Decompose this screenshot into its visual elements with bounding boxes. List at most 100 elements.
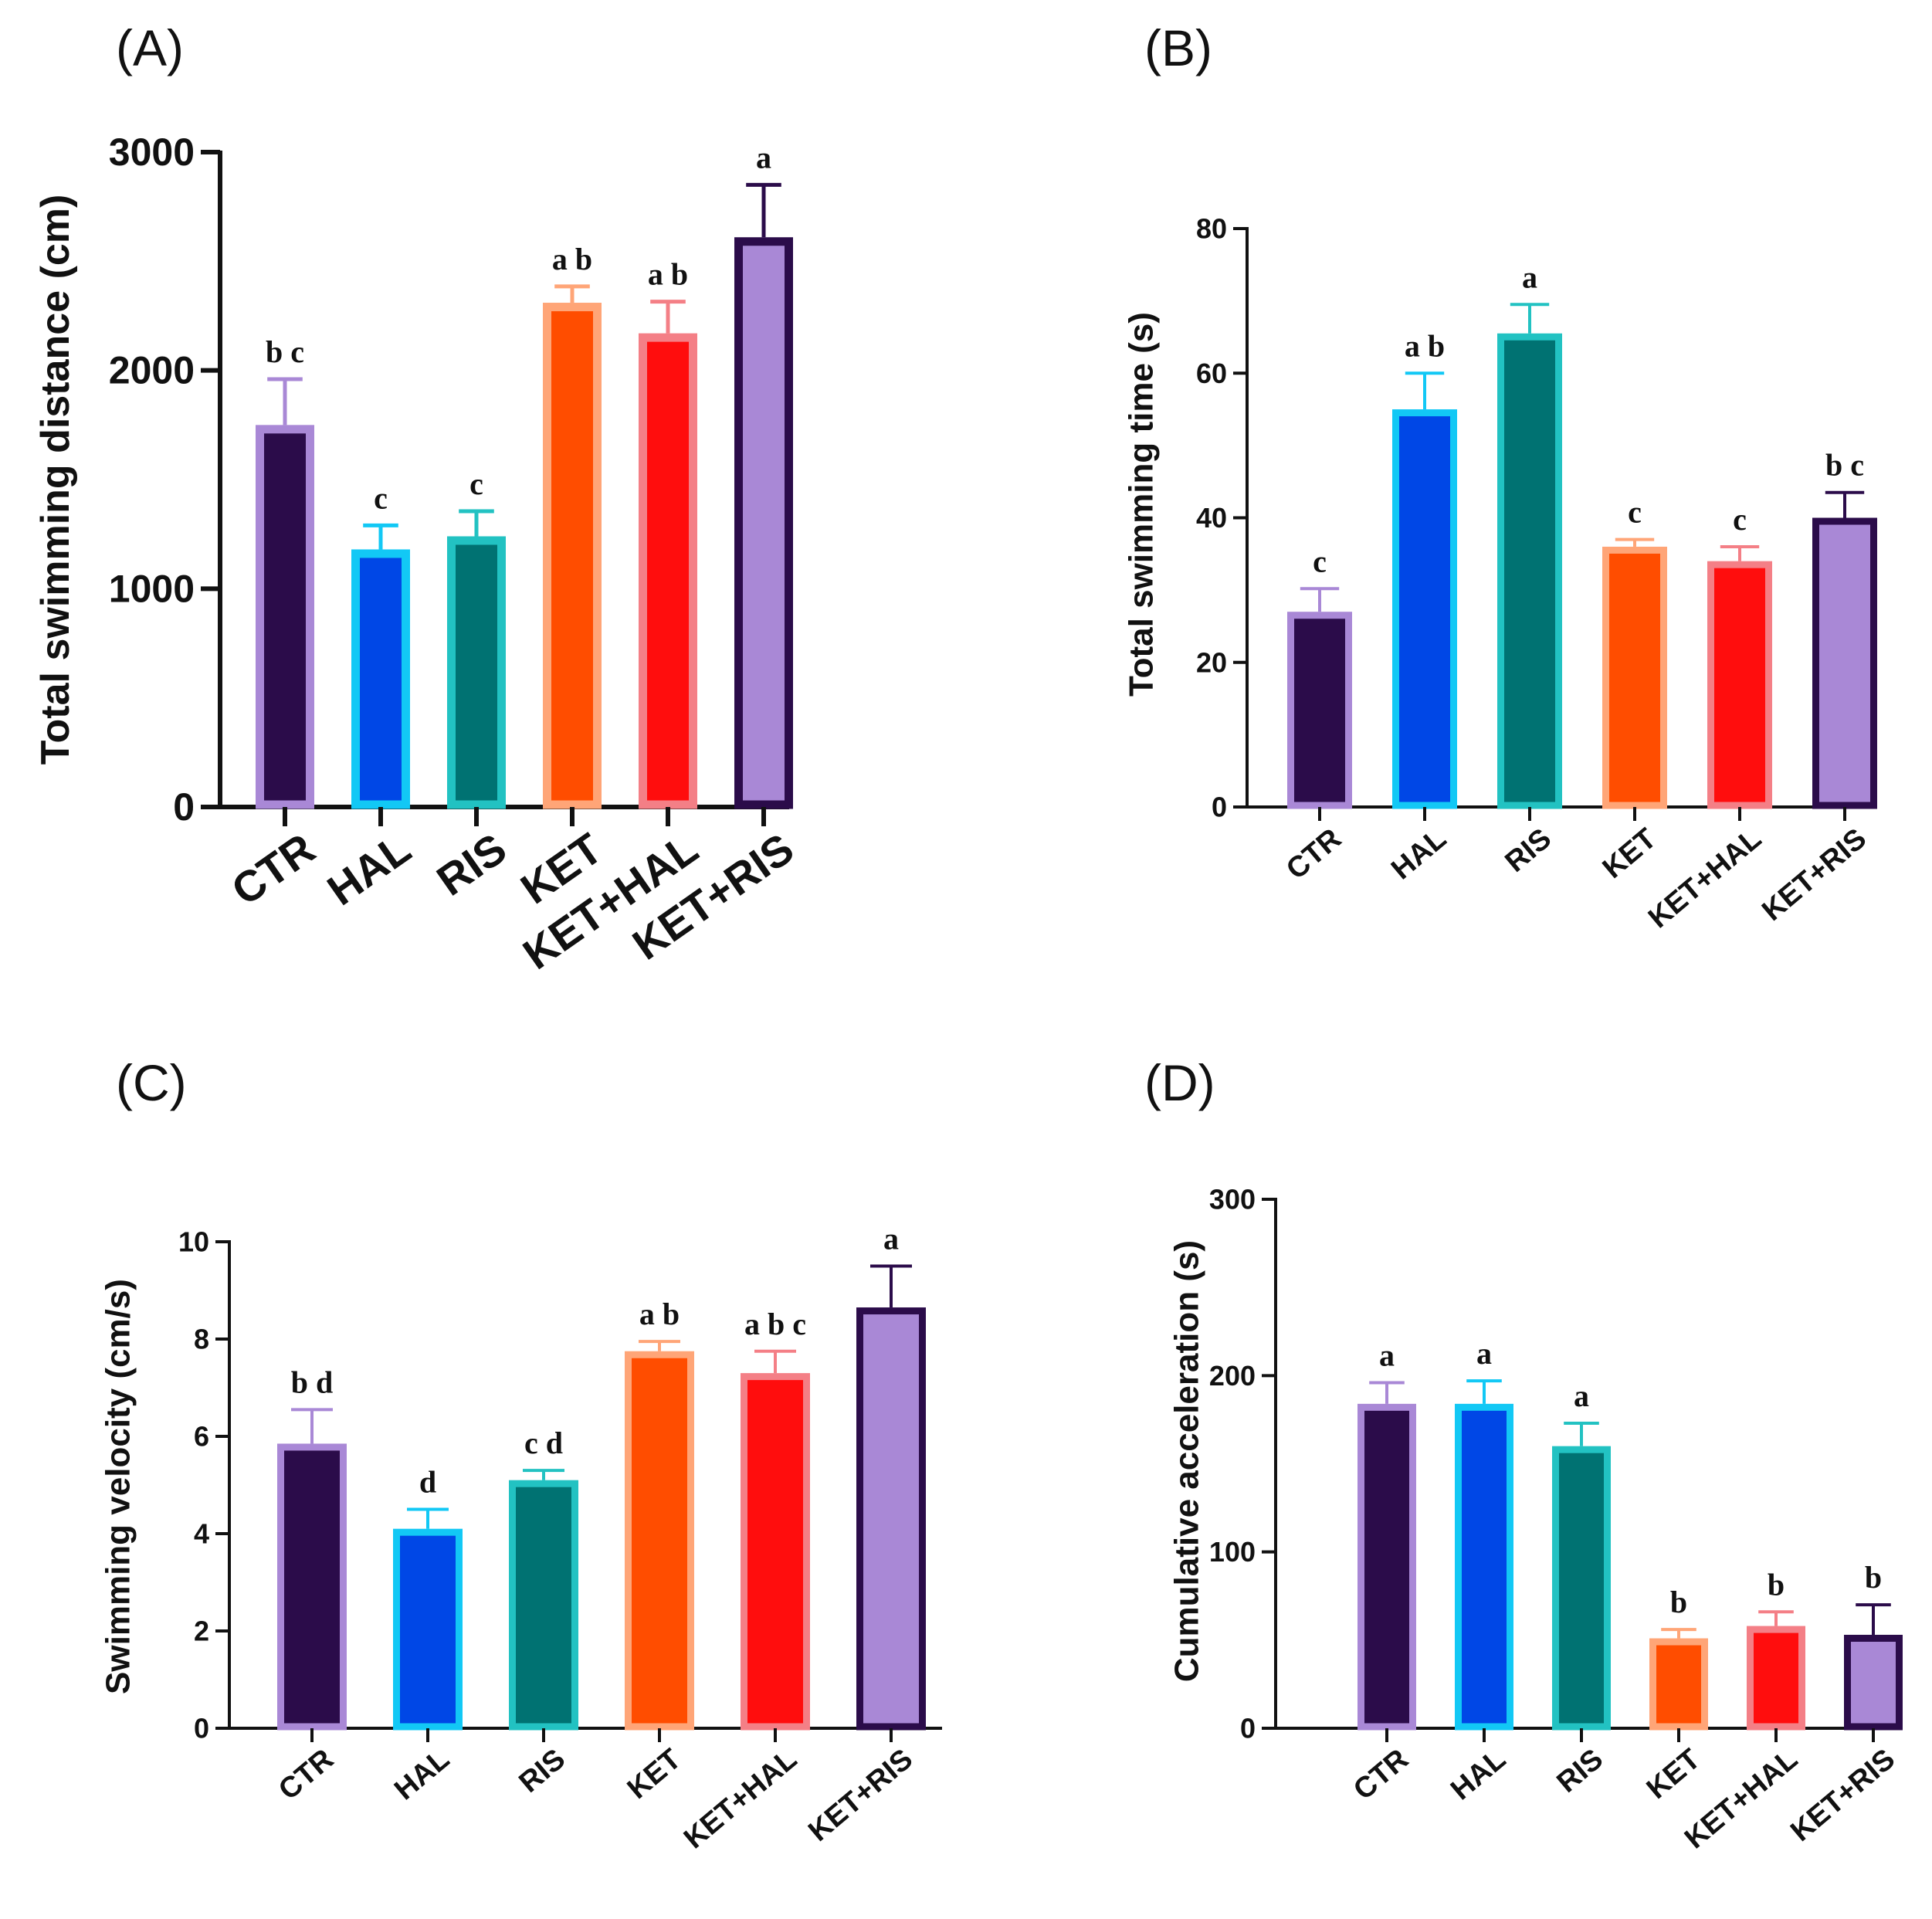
bar-ket-hal: [741, 1373, 810, 1731]
significance-label: a b: [1405, 328, 1445, 363]
y-tick-label: 2000: [109, 349, 195, 392]
category-label: RIS: [1500, 822, 1558, 879]
chart-panel-a: (A) Total swimming distance (cm) 0 1000 2000…: [33, 19, 802, 978]
category-label: CTR: [1280, 822, 1347, 886]
y-axis-label: Total swimming distance (cm): [33, 195, 78, 765]
bar-ctr: [1357, 1403, 1416, 1731]
significance-label: a b: [639, 1297, 680, 1331]
y-tick-label: 4: [194, 1518, 209, 1550]
category-label: KET+RIS: [802, 1743, 919, 1848]
panel-label: (C): [116, 1054, 187, 1111]
bar-ris: [447, 536, 506, 809]
y-tick-label: 8: [194, 1324, 209, 1355]
significance-label: b: [1670, 1585, 1687, 1619]
bar-ket: [1649, 1638, 1708, 1731]
panel-label: (D): [1144, 1054, 1215, 1111]
y-tick-label: 40: [1196, 502, 1227, 534]
significance-label: b d: [291, 1365, 334, 1399]
significance-label: a b c: [744, 1307, 806, 1341]
bar-hal: [1455, 1403, 1513, 1731]
category-label: HAL: [388, 1743, 456, 1806]
significance-label: c: [1628, 495, 1642, 530]
chart-panel-b: (B) Total swimming time (s) 0 20 40 60 80 CTR c H…: [1123, 19, 1877, 934]
bar-ket: [1602, 546, 1667, 809]
chart-panel-c: (C) Swimming velocity (cm/s) 0 2 4 6 8 10 CTR b d…: [100, 1054, 942, 1855]
significance-label: a: [1522, 259, 1537, 294]
bar-ris: [509, 1480, 578, 1731]
y-tick-label: 0: [173, 785, 195, 829]
significance-label: a: [1574, 1378, 1589, 1413]
bar-ket-ris: [856, 1307, 926, 1731]
category-label: KET+HAL: [1642, 822, 1768, 934]
bar-ctr: [277, 1443, 347, 1731]
significance-label: c: [1313, 544, 1327, 578]
significance-label: c: [1733, 502, 1747, 537]
category-label: KET+HAL: [678, 1743, 803, 1855]
bar-ket-hal: [1707, 561, 1772, 809]
category-label: HAL: [1385, 822, 1452, 886]
y-axis-label: Cumulative acceleration (s): [1168, 1240, 1206, 1682]
category-label: CTR: [222, 824, 323, 915]
category-label: HAL: [1445, 1743, 1512, 1806]
y-tick-label: 10: [178, 1226, 209, 1258]
y-tick-label: 300: [1209, 1184, 1256, 1215]
category-label: KET+RIS: [1785, 1743, 1901, 1848]
y-tick-label: 3000: [109, 131, 195, 174]
category-label: KET: [1597, 822, 1663, 885]
bar-hal: [1392, 409, 1457, 809]
significance-label: a: [756, 140, 771, 175]
category-label: RIS: [428, 824, 515, 905]
significance-label: c: [469, 466, 483, 501]
category-label: KET: [622, 1743, 687, 1805]
category-label: RIS: [514, 1743, 572, 1799]
y-axis-label: Total swimming time (s): [1123, 312, 1161, 697]
y-tick-label: 60: [1196, 358, 1227, 389]
y-tick-label: 200: [1209, 1360, 1256, 1392]
significance-label: c d: [524, 1426, 563, 1460]
y-tick-label: 0: [1240, 1713, 1256, 1744]
y-tick-label: 0: [194, 1713, 209, 1744]
bar-ket: [625, 1351, 694, 1731]
bar-ket-hal: [1747, 1626, 1805, 1731]
significance-label: a b: [552, 242, 592, 276]
panel-label: (B): [1144, 19, 1212, 76]
y-tick-label: 2: [194, 1616, 209, 1647]
bar-hal: [351, 549, 410, 809]
bar-ris: [1552, 1446, 1611, 1731]
bar-ket-ris: [734, 237, 793, 809]
bar-ket-ris: [1812, 517, 1877, 809]
chart-panel-d: (D) Cumulative acceleration (s) 0 100 200 300…: [1144, 1054, 1903, 1855]
significance-label: a: [883, 1222, 899, 1256]
category-label: HAL: [318, 824, 419, 915]
significance-label: d: [419, 1465, 436, 1500]
y-tick-label: 100: [1209, 1536, 1256, 1568]
y-tick-label: 0: [1212, 792, 1227, 823]
bar-hal: [393, 1528, 463, 1731]
significance-label: b c: [1825, 448, 1864, 483]
significance-label: c: [374, 480, 388, 515]
significance-label: a b: [648, 257, 688, 292]
category-label: RIS: [1551, 1743, 1610, 1799]
bar-ket-ris: [1844, 1634, 1903, 1731]
significance-label: b: [1865, 1560, 1882, 1595]
y-tick-label: 80: [1196, 213, 1227, 245]
bar-ctr: [256, 425, 314, 809]
y-tick-label: 6: [194, 1421, 209, 1453]
significance-label: a: [1379, 1338, 1395, 1372]
panel-label: (A): [116, 19, 184, 76]
y-tick-label: 1000: [109, 567, 195, 610]
significance-label: b: [1768, 1567, 1785, 1602]
significance-label: b c: [266, 334, 304, 369]
significance-label: a: [1476, 1336, 1492, 1371]
category-label: CTR: [273, 1743, 340, 1806]
y-tick-label: 20: [1196, 646, 1227, 678]
category-label: KET+RIS: [1756, 822, 1873, 927]
bar-ket: [543, 303, 602, 809]
y-axis-label: Swimming velocity (cm/s): [100, 1279, 137, 1694]
bar-ris: [1497, 333, 1562, 809]
bar-ctr: [1287, 612, 1352, 809]
category-label: CTR: [1347, 1743, 1415, 1806]
category-label: KET: [1641, 1743, 1707, 1805]
bar-ket-hal: [639, 333, 697, 809]
